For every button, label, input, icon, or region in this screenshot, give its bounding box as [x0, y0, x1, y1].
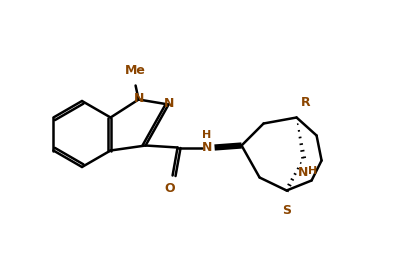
Text: N: N	[133, 92, 144, 105]
Text: N: N	[298, 165, 308, 179]
Text: H: H	[308, 165, 317, 175]
Text: N: N	[201, 141, 212, 154]
Text: Me: Me	[125, 65, 146, 77]
Text: O: O	[164, 182, 175, 194]
Text: R: R	[300, 97, 310, 109]
Text: N: N	[164, 97, 174, 110]
Text: H: H	[202, 129, 211, 140]
Text: S: S	[282, 204, 291, 218]
